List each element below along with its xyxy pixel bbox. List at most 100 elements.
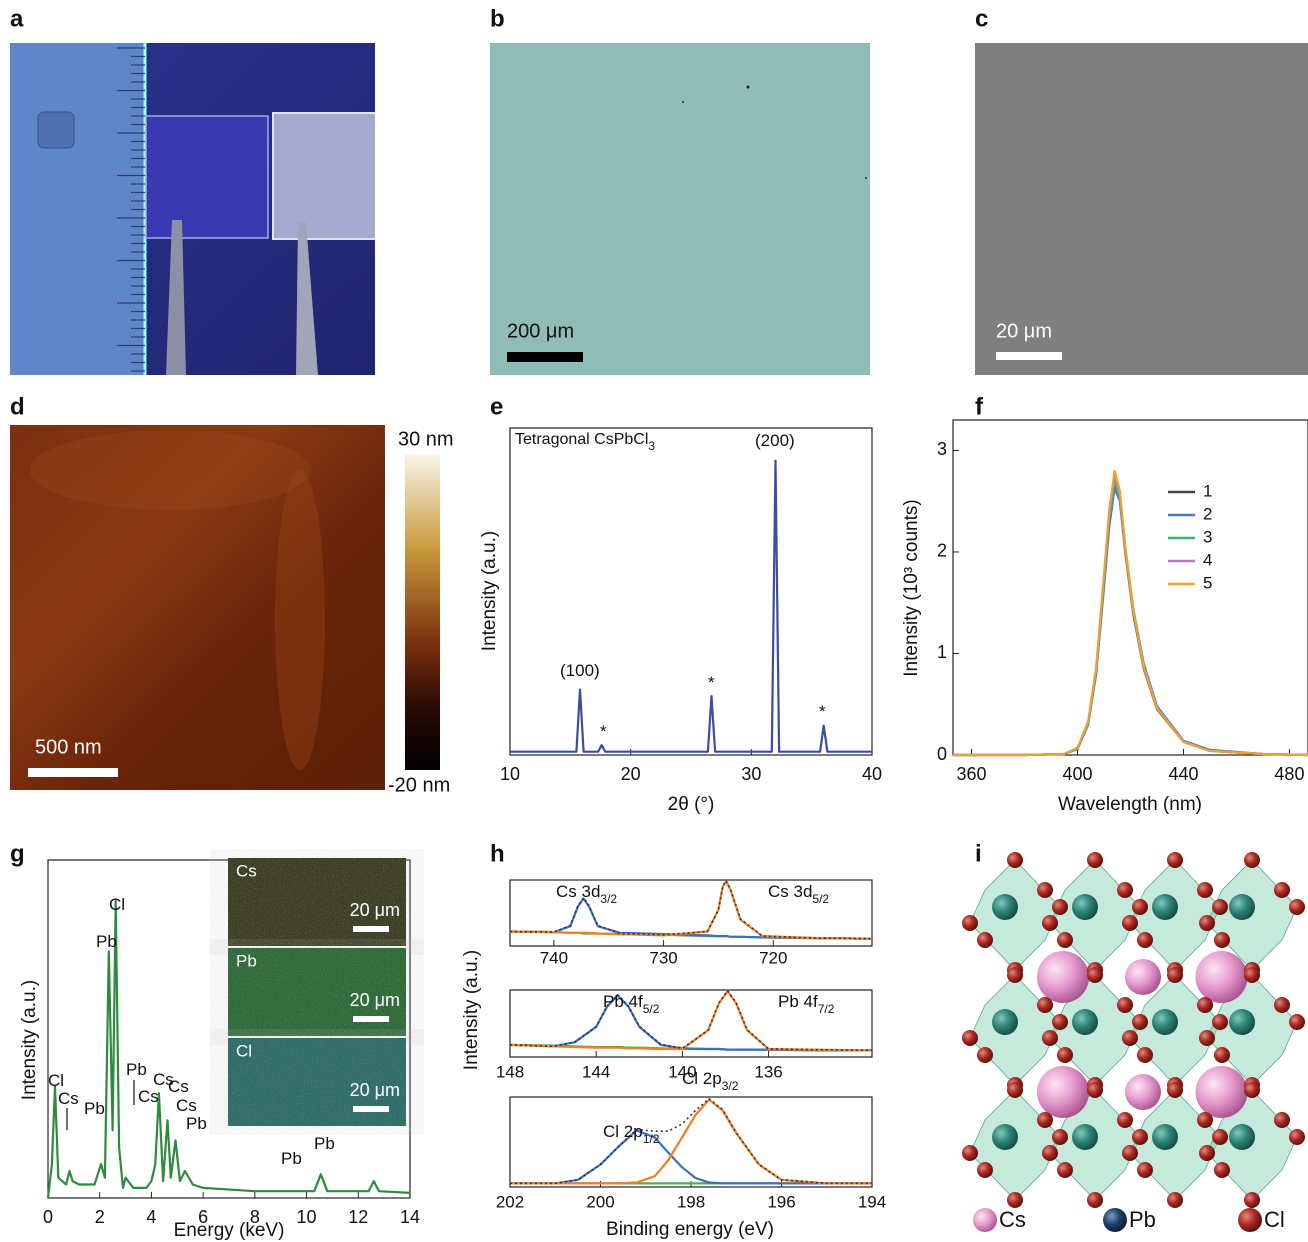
atom xyxy=(1087,967,1103,983)
atom xyxy=(1007,1192,1023,1208)
annotation-text: Pb xyxy=(96,932,117,951)
atom xyxy=(1072,894,1098,920)
annotation-text: Cs 3d xyxy=(556,882,600,901)
x-tick-label: 0 xyxy=(43,1207,53,1227)
annotation: Cs xyxy=(168,1077,189,1096)
annotation-text: * xyxy=(819,702,826,721)
atom xyxy=(1037,1112,1053,1128)
panel-label: e xyxy=(490,393,503,420)
annotation-subscript: 1/2 xyxy=(643,1132,660,1146)
series-line xyxy=(510,461,872,752)
scale-bar xyxy=(507,352,583,362)
eds-map-scale-label: 20 μm xyxy=(350,1080,400,1100)
atom xyxy=(977,1162,993,1178)
x-tick-label: 720 xyxy=(759,948,787,967)
annotation-subscript: 5/2 xyxy=(812,892,829,906)
atom xyxy=(962,1030,978,1046)
atom xyxy=(1197,1112,1213,1128)
clip xyxy=(375,43,435,375)
sem-c: 20 μm xyxy=(975,43,1308,375)
x-tick-label: 194 xyxy=(858,1192,886,1211)
plot-frame xyxy=(510,428,872,755)
atom xyxy=(1042,915,1058,931)
atom xyxy=(1214,1162,1230,1178)
panel-label: b xyxy=(490,5,505,32)
annotation: Cs xyxy=(138,1087,159,1106)
scale-bar xyxy=(353,926,389,932)
photo-a xyxy=(10,43,435,375)
atom xyxy=(1072,1124,1098,1150)
legend-atom xyxy=(1103,1208,1127,1232)
atom xyxy=(1087,1192,1103,1208)
x-axis-label: 2θ (°) xyxy=(668,794,715,815)
atom xyxy=(1199,1145,1215,1161)
atom xyxy=(1167,1192,1183,1208)
atom xyxy=(1037,951,1089,1003)
atom xyxy=(1289,1129,1305,1145)
annotation-text: Pb xyxy=(126,1060,147,1079)
glass-substrate xyxy=(146,116,268,238)
x-tick-label: 14 xyxy=(400,1207,420,1227)
atom xyxy=(1214,1047,1230,1063)
atom xyxy=(1196,951,1248,1003)
x-tick-label: 136 xyxy=(754,1062,782,1081)
annotation-text: Tetragonal CsPbCl xyxy=(515,431,648,448)
annotation-text: Cl xyxy=(48,1071,64,1090)
micrograph-b: 200 μm xyxy=(490,43,870,375)
atom xyxy=(1057,932,1073,948)
annotation: Cl xyxy=(48,1071,64,1090)
atom xyxy=(1137,1047,1153,1063)
atom xyxy=(1212,1129,1228,1145)
y-axis-label: Intensity (10³ counts) xyxy=(901,499,922,676)
atom xyxy=(1057,1047,1073,1063)
atom xyxy=(1197,997,1213,1013)
annotation: Cl 2p3/2 xyxy=(682,1069,739,1093)
atom xyxy=(1072,1009,1098,1035)
atom xyxy=(1199,915,1215,931)
annotation-subscript: 3/2 xyxy=(722,1079,739,1093)
x-tick-label: 740 xyxy=(540,948,568,967)
atom xyxy=(1196,1066,1248,1118)
atom xyxy=(1289,1014,1305,1030)
x-tick-label: 148 xyxy=(496,1062,524,1081)
speck xyxy=(865,177,867,179)
legend-label: Cl xyxy=(1264,1207,1285,1232)
annotation: Cs 3d5/2 xyxy=(768,882,829,906)
annotation-text: (100) xyxy=(560,661,600,680)
atom xyxy=(962,1145,978,1161)
afm-feature xyxy=(275,470,325,770)
x-tick-label: 30 xyxy=(741,764,761,784)
annotation: Tetragonal CsPbCl3 xyxy=(515,431,655,453)
atom xyxy=(1244,967,1260,983)
atom xyxy=(1137,1162,1153,1178)
atom xyxy=(1229,1124,1255,1150)
atom xyxy=(1125,959,1161,995)
series-line xyxy=(510,1100,872,1184)
atom xyxy=(992,1124,1018,1150)
legend-label: Pb xyxy=(1129,1207,1156,1232)
series-line xyxy=(510,1130,872,1183)
annotation-text: Cl 2p xyxy=(603,1122,643,1141)
series-line xyxy=(953,481,1308,755)
y-tick-label: 2 xyxy=(937,541,947,561)
eds-map-scale-label: 20 μm xyxy=(350,900,400,920)
x-tick-label: 196 xyxy=(767,1192,795,1211)
atom xyxy=(977,932,993,948)
legend-label: 2 xyxy=(1203,504,1212,523)
panel-label: f xyxy=(975,393,984,420)
atom xyxy=(1117,997,1133,1013)
figure: 200 μm 20 μm 500 nm 30 nm -20 nm 1020304… xyxy=(0,0,1308,1242)
atom xyxy=(1152,894,1178,920)
x-tick-label: 144 xyxy=(582,1062,610,1081)
annotation: Cl 2p1/2 xyxy=(603,1122,660,1146)
annotation-text: Pb 4f xyxy=(778,992,818,1011)
eds-map-scale-label: 20 μm xyxy=(350,990,400,1010)
panel-label: c xyxy=(975,5,988,32)
panel-label: h xyxy=(490,840,505,867)
panel-label: g xyxy=(10,840,25,867)
legend-atom xyxy=(973,1208,997,1232)
atom xyxy=(1274,882,1290,898)
atom xyxy=(1042,1145,1058,1161)
